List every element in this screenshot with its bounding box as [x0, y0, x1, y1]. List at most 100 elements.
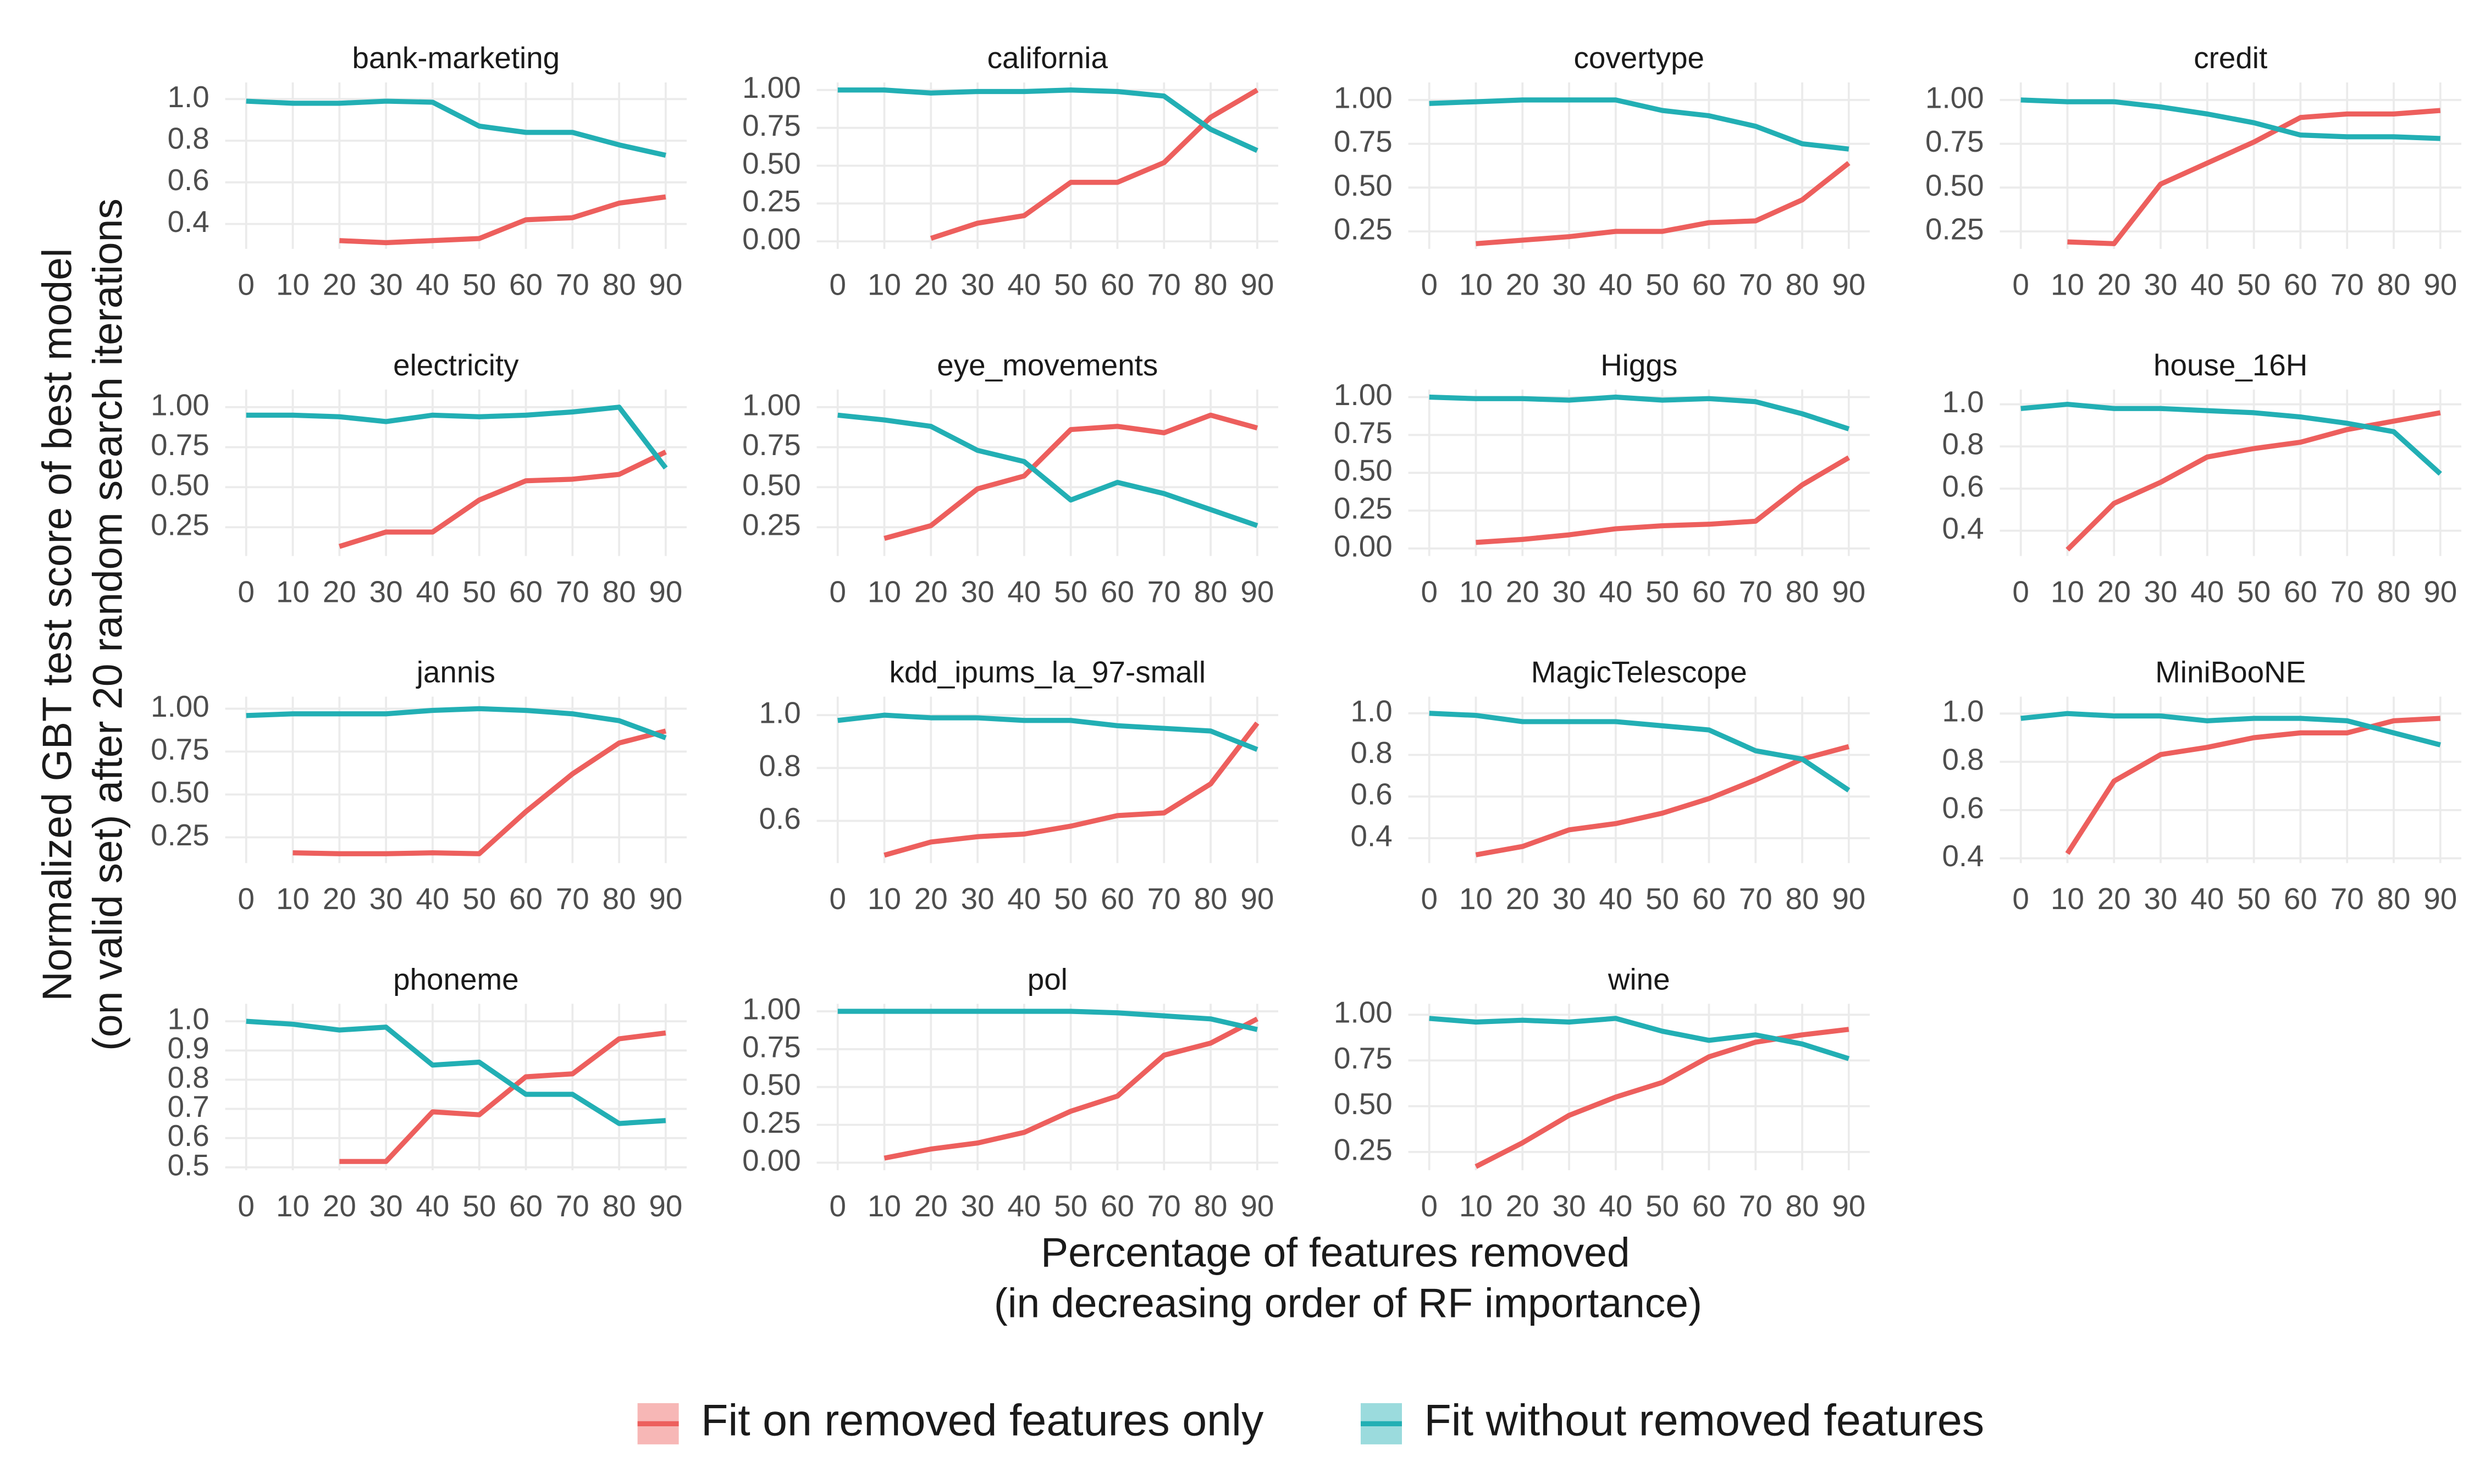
- series-line: [246, 706, 667, 740]
- x-tick-label: 20: [323, 574, 356, 608]
- x-tick-label: 70: [1739, 882, 1772, 916]
- x-tick-label: 50: [1054, 882, 1087, 916]
- y-tick-label: 0.4: [1351, 818, 1393, 852]
- y-tick-label: 0.25: [742, 184, 801, 218]
- y-tick-label: 1.00: [742, 387, 801, 422]
- x-tick-label: 90: [649, 574, 682, 608]
- y-tick-label: 0.50: [1334, 168, 1393, 202]
- x-tick-label: 0: [238, 1189, 255, 1223]
- x-tick-label: 50: [1054, 574, 1087, 608]
- y-tick-label: 0.75: [742, 108, 801, 142]
- x-tick-label: 50: [1645, 574, 1679, 608]
- y-tick-label: 0.25: [1334, 1132, 1393, 1166]
- y-tick-label: 1.00: [1334, 995, 1393, 1029]
- x-tick-label: 50: [2237, 574, 2271, 608]
- x-tick-label: 90: [1240, 268, 1274, 302]
- x-tick-label: 30: [1553, 882, 1586, 916]
- x-tick-label: 30: [961, 1189, 995, 1223]
- x-tick-label: 90: [1240, 574, 1274, 608]
- x-tick-label: 80: [603, 574, 636, 608]
- x-tick-label: 60: [1692, 882, 1726, 916]
- x-tick-label: 20: [323, 1189, 356, 1223]
- y-tick-label: 0.25: [1334, 212, 1393, 246]
- y-tick-label: 0.25: [742, 508, 801, 542]
- series-line: [1476, 161, 1851, 246]
- x-tick-label: 0: [238, 882, 255, 916]
- y-tick-label: 0.25: [1925, 212, 1984, 246]
- x-tick-label: 80: [1786, 882, 1819, 916]
- x-tick-label: 90: [649, 882, 682, 916]
- x-tick-label: 80: [1194, 268, 1228, 302]
- y-tick-label: 0.6: [1942, 790, 1984, 824]
- y-tick-label: 0.75: [1334, 1041, 1393, 1075]
- x-tick-label: 60: [2284, 268, 2317, 302]
- x-tick-label: 70: [1739, 1189, 1772, 1223]
- x-tick-label: 80: [2377, 268, 2411, 302]
- x-tick-label: 90: [2423, 882, 2457, 916]
- y-tick-label: 1.00: [742, 992, 801, 1026]
- x-axis-title: Percentage of features removed: [1041, 1229, 1630, 1275]
- y-tick-label: 1.00: [1334, 378, 1393, 412]
- y-tick-label: 0.25: [1334, 491, 1393, 525]
- y-tick-label: 1.0: [759, 696, 801, 730]
- x-tick-label: 40: [1007, 268, 1041, 302]
- x-tick-label: 40: [2190, 574, 2224, 608]
- x-tick-label: 0: [238, 574, 255, 608]
- x-tick-label: 80: [1194, 574, 1228, 608]
- x-tick-label: 60: [1101, 574, 1134, 608]
- x-tick-label: 70: [556, 268, 589, 302]
- y-axis-title: Normalized GBT test score of best model: [34, 248, 80, 1001]
- x-tick-label: 10: [1459, 574, 1493, 608]
- x-tick-label: 60: [509, 574, 543, 608]
- x-tick-label: 60: [1101, 268, 1134, 302]
- series-line: [292, 728, 667, 856]
- x-tick-label: 20: [914, 882, 948, 916]
- series-line: [1429, 394, 1850, 431]
- x-tick-label: 0: [1421, 268, 1437, 302]
- x-tick-label: 60: [2284, 574, 2317, 608]
- x-tick-label: 40: [416, 1189, 449, 1223]
- x-tick-label: 70: [1147, 882, 1181, 916]
- legend-label: Fit on removed features only: [701, 1396, 1264, 1446]
- x-tick-label: 20: [914, 268, 948, 302]
- y-tick-label: 1.0: [168, 1002, 209, 1036]
- panel-title: pol: [1028, 962, 1068, 996]
- y-tick-label: 0.75: [151, 428, 209, 462]
- panel-title: eye_movements: [937, 348, 1158, 382]
- x-tick-label: 0: [829, 882, 846, 916]
- x-tick-label: 0: [2012, 268, 2029, 302]
- x-tick-label: 80: [603, 268, 636, 302]
- x-tick-label: 0: [829, 268, 846, 302]
- series-line: [1475, 1027, 1849, 1169]
- x-tick-label: 20: [323, 268, 356, 302]
- x-tick-label: 80: [2377, 574, 2411, 608]
- x-tick-label: 20: [1506, 574, 1539, 608]
- series-line: [339, 194, 666, 246]
- y-tick-label: 1.00: [742, 70, 801, 104]
- x-tick-label: 90: [1832, 574, 1865, 608]
- y-tick-label: 0.6: [168, 1118, 209, 1153]
- y-tick-label: 0.8: [1351, 735, 1393, 769]
- x-tick-label: 60: [2284, 882, 2317, 916]
- x-tick-label: 30: [2144, 268, 2178, 302]
- y-tick-label: 1.00: [1334, 80, 1393, 114]
- x-tick-label: 30: [961, 574, 995, 608]
- x-tick-label: 50: [1645, 882, 1679, 916]
- x-tick-label: 40: [2190, 882, 2224, 916]
- series-line: [246, 405, 668, 470]
- x-tick-label: 30: [2144, 574, 2178, 608]
- x-tick-label: 70: [2331, 574, 2364, 608]
- y-tick-label: 0.25: [742, 1105, 801, 1139]
- x-tick-label: 60: [509, 1189, 543, 1223]
- x-tick-label: 20: [2097, 882, 2131, 916]
- x-tick-label: 0: [1421, 882, 1437, 916]
- panel-title: Higgs: [1600, 348, 1677, 382]
- x-tick-label: 10: [868, 1189, 901, 1223]
- y-axis-title: (on valid set) after 20 random search it…: [85, 198, 131, 1051]
- y-tick-label: 0.8: [759, 749, 801, 783]
- y-tick-label: 0.6: [168, 163, 209, 197]
- x-tick-label: 40: [1599, 1189, 1632, 1223]
- x-tick-label: 30: [369, 882, 403, 916]
- x-tick-label: 50: [1054, 1189, 1087, 1223]
- panel-title: bank-marketing: [352, 41, 560, 75]
